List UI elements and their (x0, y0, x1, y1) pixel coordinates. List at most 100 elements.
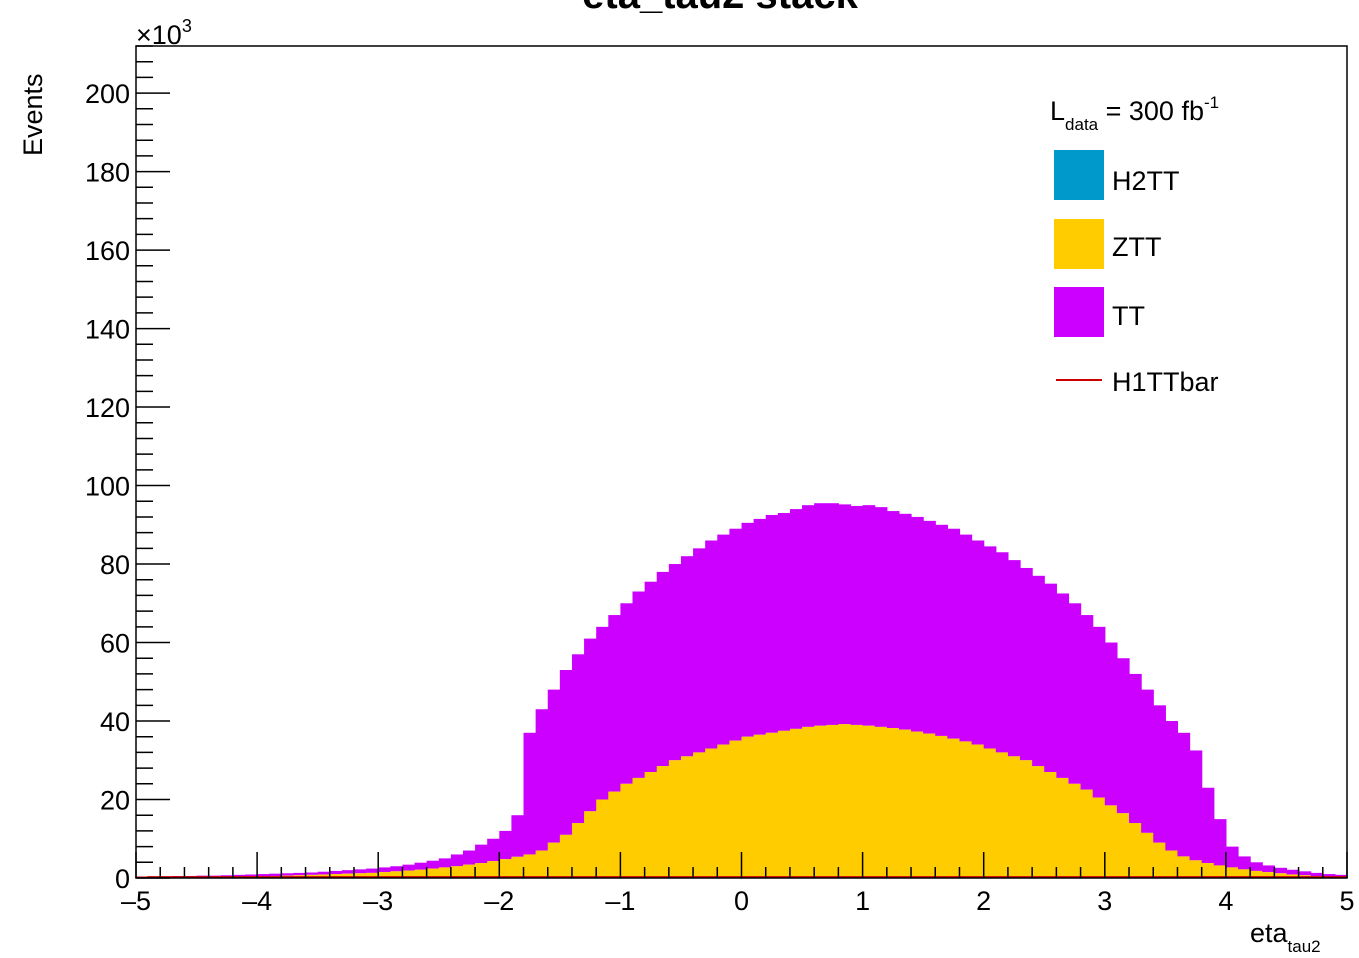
y-tick-label: 160 (85, 236, 130, 266)
bar-tt (705, 540, 718, 749)
bar-tt (680, 556, 694, 757)
bar-tt (232, 874, 246, 877)
bar-ztt (329, 874, 343, 878)
bar-tt (947, 528, 961, 739)
bar-ztt (1116, 813, 1130, 878)
y-multiplier-base: ×10 (136, 20, 182, 50)
bar-ztt (511, 856, 525, 878)
y-tick-label: 200 (85, 79, 130, 109)
bar-ztt (1213, 865, 1227, 878)
bar-tt (838, 504, 852, 725)
bar-ztt (753, 734, 767, 878)
bar-tt (305, 872, 319, 875)
bar-tt (414, 862, 428, 870)
bar-ztt (983, 748, 997, 878)
x-tick-label: –5 (121, 886, 151, 916)
bar-ztt (426, 868, 440, 878)
bar-tt (814, 503, 827, 726)
bar-ztt (547, 842, 561, 878)
bar-tt (1044, 583, 1057, 773)
bar-tt (426, 860, 440, 869)
bar-tt (1310, 872, 1324, 877)
bar-ztt (487, 861, 500, 878)
legend-swatch-h2tt (1054, 150, 1104, 200)
bar-tt (898, 513, 912, 730)
bar-tt (1250, 862, 1263, 871)
bar-ztt (838, 724, 852, 878)
bar-tt (523, 732, 537, 855)
bar-tt (1104, 642, 1118, 806)
bar-ztt (1129, 823, 1142, 878)
bar-tt (535, 709, 549, 851)
bar-tt (802, 505, 815, 727)
bar-ztt (898, 729, 912, 878)
bar-tt (269, 873, 282, 877)
bar-ztt (1177, 856, 1191, 878)
bar-ztt (1092, 797, 1106, 878)
y-tick-label: 20 (100, 786, 130, 816)
x-tick-label: 1 (855, 886, 870, 916)
bar-ztt (971, 744, 985, 878)
legend-label-h1ttbar: H1TTbar (1112, 367, 1219, 397)
y-axis-multiplier: ×103 (136, 16, 192, 50)
legend-swatch-tt (1054, 287, 1104, 337)
bar-tt (1092, 626, 1106, 798)
bar-tt (293, 872, 307, 876)
bar-tt (487, 838, 500, 862)
bar-tt (547, 689, 561, 843)
bar-tt (1129, 673, 1142, 824)
bar-tt (874, 507, 888, 727)
bar-tt (1286, 869, 1300, 875)
bar-tt (1201, 787, 1215, 864)
bar-ztt (789, 728, 803, 878)
bar-tt (693, 548, 706, 753)
x-axis-label: etatau2 (1250, 918, 1321, 956)
bar-ztt (450, 866, 464, 878)
chart-title: eta_tau2 stack (582, 0, 858, 17)
bar-ztt (1225, 867, 1239, 878)
bar-tt (1189, 750, 1203, 861)
bar-tt (462, 850, 476, 865)
x-tick-label: 5 (1339, 886, 1354, 916)
x-tick-label: 2 (976, 886, 991, 916)
bar-tt (1141, 689, 1154, 833)
bar-ztt (765, 732, 779, 878)
y-tick-label: 180 (85, 158, 130, 188)
bar-ztt (705, 748, 718, 878)
bar-ztt (596, 799, 609, 878)
bar-ztt (947, 738, 961, 878)
bar-tt (1068, 603, 1082, 784)
bar-tt (438, 858, 452, 868)
x-tick-label: –3 (363, 886, 393, 916)
bar-ztt (1068, 783, 1082, 878)
bar-ztt (378, 872, 391, 878)
bar-tt (656, 571, 670, 767)
bar-ztt (995, 752, 1009, 878)
x-axis: –5 –4 –3 –2 –1 0 1 2 3 4 5 (121, 852, 1355, 916)
bar-ztt (802, 726, 815, 878)
bar-ztt (475, 863, 488, 878)
bar-tt (402, 864, 416, 871)
y-tick-label: 40 (100, 707, 130, 737)
bar-ztt (874, 726, 888, 878)
bar-tt (1032, 575, 1045, 767)
x-tick-label: –1 (605, 886, 635, 916)
bar-tt (741, 522, 755, 737)
bar-ztt (850, 724, 864, 878)
bar-tt (1262, 865, 1275, 873)
bar-tt (1007, 560, 1021, 757)
bar-tt (826, 503, 839, 725)
legend-label-ztt: ZTT (1112, 232, 1161, 262)
bar-tt (257, 874, 270, 877)
bar-ztt (1044, 772, 1057, 878)
legend-luminosity: Ldata = 300 fb-1 (1050, 93, 1219, 134)
bar-ztt (462, 864, 476, 878)
bar-ztt (523, 854, 537, 878)
bar-ztt (1141, 832, 1154, 878)
bar-ztt (390, 871, 404, 878)
bar-tt (571, 654, 585, 824)
bar-tt (923, 520, 936, 734)
bar-ztt (499, 859, 513, 878)
bar-ztt (1250, 870, 1263, 878)
bar-tt (886, 511, 900, 729)
